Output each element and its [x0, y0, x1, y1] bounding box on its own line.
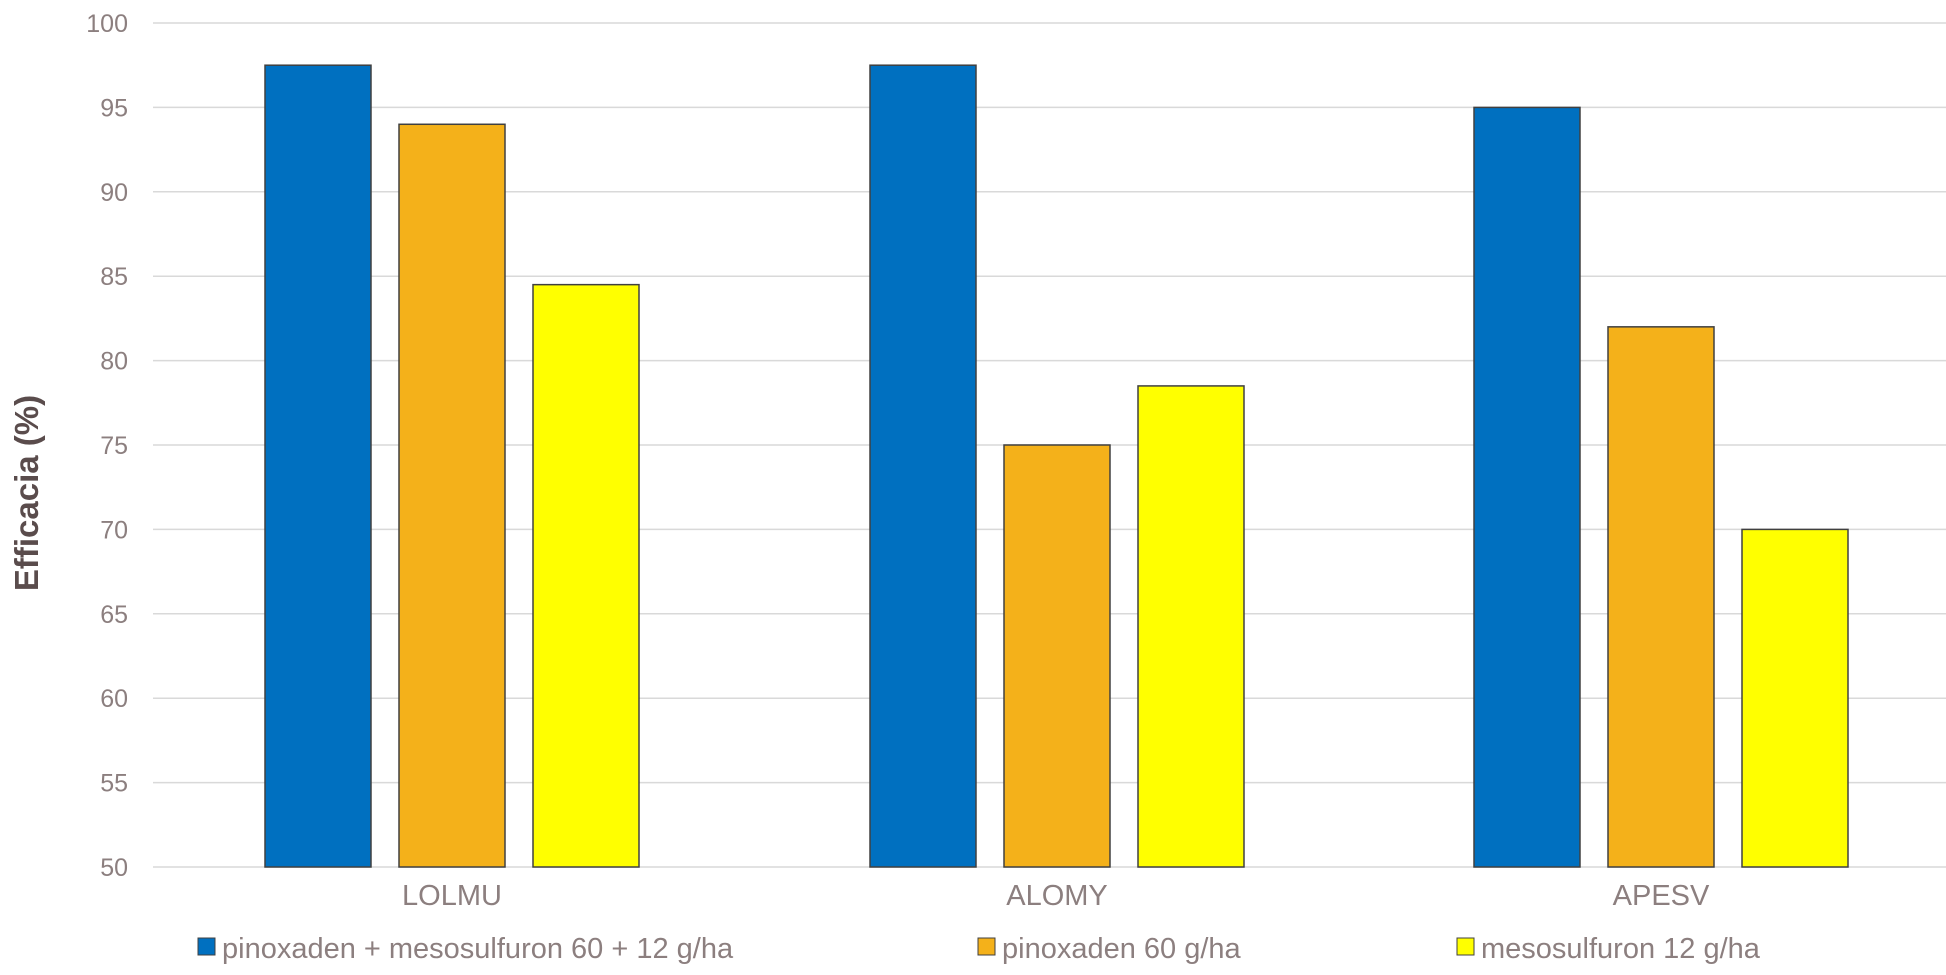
y-tick-label: 55	[100, 770, 128, 798]
y-axis-title: Efficacia (%)	[8, 395, 45, 591]
legend-item-3: mesosulfuron 12 g/ha	[1456, 933, 1761, 965]
y-tick-label: 100	[86, 10, 128, 38]
legend-label: mesosulfuron 12 g/ha	[1481, 933, 1761, 965]
x-axis-categories: LOLMU ALOMY APESV	[402, 880, 1710, 912]
legend-swatch	[1456, 937, 1475, 956]
y-axis-ticks: 50 55 60 65 70 75 80 85 90 95 100	[86, 10, 128, 882]
bar-lolmu-series-2	[398, 123, 506, 868]
y-tick-label: 75	[100, 432, 128, 460]
legend-swatch	[197, 937, 216, 956]
category-label-apesv: APESV	[1613, 880, 1710, 912]
legend-item-2: pinoxaden 60 g/ha	[977, 933, 1242, 965]
legend-label: pinoxaden 60 g/ha	[1002, 933, 1242, 965]
bar-apesv-series-3	[1741, 528, 1849, 868]
y-tick-label: 60	[100, 685, 128, 713]
bars	[264, 64, 1849, 868]
bar-apesv-series-2	[1607, 326, 1715, 868]
bar-apesv-series-1	[1473, 106, 1581, 868]
y-tick-label: 90	[100, 179, 128, 207]
legend-item-1: pinoxaden + mesosulfuron 60 + 12 g/ha	[197, 933, 734, 965]
legend: pinoxaden + mesosulfuron 60 + 12 g/ha pin…	[197, 933, 1761, 965]
y-tick-label: 95	[100, 94, 128, 122]
bar-alomy-series-1	[869, 64, 977, 868]
y-tick-label: 70	[100, 516, 128, 544]
legend-swatch	[977, 937, 996, 956]
category-label-lolmu: LOLMU	[402, 880, 502, 912]
legend-label: pinoxaden + mesosulfuron 60 + 12 g/ha	[222, 933, 734, 965]
bar-alomy-series-3	[1137, 385, 1245, 868]
y-tick-label: 85	[100, 263, 128, 291]
bar-lolmu-series-1	[264, 64, 372, 868]
bar-lolmu-series-3	[532, 283, 640, 868]
category-label-alomy: ALOMY	[1006, 880, 1108, 912]
y-tick-label: 50	[100, 854, 128, 882]
bar-alomy-series-2	[1003, 444, 1111, 868]
y-tick-label: 80	[100, 348, 128, 376]
y-tick-label: 65	[100, 601, 128, 629]
